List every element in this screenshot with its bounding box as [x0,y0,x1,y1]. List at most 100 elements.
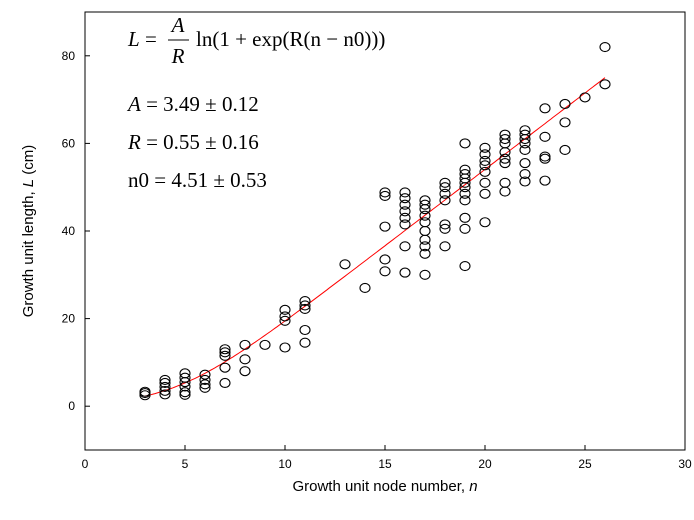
data-point-56 [419,217,431,228]
data-point-90 [499,153,511,164]
data-point-16 [199,374,211,385]
data-point-63 [439,219,451,230]
data-point-72 [459,188,471,199]
y-axis-title: Growth unit length, L (cm) [20,145,37,318]
data-point-71 [459,195,471,206]
data-point-32 [299,324,311,336]
data-point-89 [499,158,511,169]
data-point-64 [439,195,451,206]
x-tick-label-0: 0 [82,457,89,471]
param-n0: n0 = 4.51 ± 0.53 [128,168,267,192]
data-point-59 [419,199,431,210]
data-point-70 [459,212,471,223]
data-point-42 [379,187,391,198]
y-tick-label-4: 80 [62,49,76,63]
equation-lhs: L = [127,27,157,51]
data-point-111 [579,92,591,103]
data-point-88 [499,177,511,188]
data-point-47 [399,206,411,217]
data-point-113 [599,41,611,53]
y-tick-label-0: 0 [68,399,75,413]
data-point-98 [519,144,531,156]
data-point-82 [479,166,491,177]
data-point-38 [379,266,391,277]
param-r: R = 0.55 ± 0.16 [127,130,259,154]
data-point-52 [419,248,431,259]
data-point-3 [159,389,171,400]
data-point-69 [459,223,471,234]
data-point-33 [299,303,311,315]
data-point-44 [399,241,411,252]
equation-numerator: A [170,13,185,37]
data-point-41 [379,190,391,202]
x-tick-label-5: 25 [578,457,592,471]
equation-denominator: R [171,44,185,68]
data-point-23 [239,366,251,377]
data-point-77 [459,164,471,175]
data-point-68 [459,260,471,272]
data-point-22 [219,344,231,355]
data-point-17 [199,369,211,380]
data-point-28 [279,315,291,326]
data-point-94 [499,129,511,140]
data-point-24 [239,354,251,365]
data-point-105 [539,151,551,162]
data-point-25 [239,339,251,350]
data-point-86 [479,142,491,153]
data-point-37 [359,282,371,293]
data-point-40 [379,221,391,232]
data-point-85 [479,149,491,160]
data-point-13 [179,368,191,379]
data-point-53 [419,241,431,252]
data-point-76 [459,169,471,180]
data-point-36 [339,259,351,270]
data-point-60 [419,195,431,206]
data-point-39 [379,254,391,265]
data-point-50 [399,187,411,198]
data-point-103 [539,175,551,186]
data-point-66 [439,182,451,193]
data-point-20 [219,350,231,361]
data-point-29 [279,311,291,322]
data-point-80 [479,188,491,199]
x-tick-label-2: 10 [278,457,292,471]
data-point-112 [599,79,611,90]
x-tick-label-4: 20 [478,457,492,471]
data-point-109 [559,117,571,128]
data-point-45 [399,219,411,230]
data-point-6 [159,377,171,389]
data-point-54 [419,234,431,245]
data-point-18 [219,377,231,389]
x-tick-label-6: 30 [678,457,692,471]
data-point-101 [519,129,531,140]
data-point-110 [559,98,571,110]
param-a: A = 3.49 ± 0.12 [126,92,259,116]
data-point-65 [439,188,451,199]
data-point-55 [419,225,431,237]
data-point-95 [519,176,531,187]
data-point-96 [519,169,531,180]
axis-ticks: 0 5 10 15 20 25 30 0 20 40 60 80 [62,49,692,471]
data-point-62 [439,223,451,234]
data-point-4 [159,385,171,396]
data-point-46 [399,212,411,223]
x-tick-label-3: 15 [378,457,392,471]
data-point-81 [479,177,491,188]
y-tick-label-2: 40 [62,224,76,238]
data-point-107 [539,103,551,114]
data-point-27 [279,342,291,353]
data-points [139,41,611,401]
data-point-5 [159,381,171,392]
data-point-43 [399,267,411,278]
data-point-83 [479,160,491,171]
data-point-102 [519,125,531,136]
data-point-15 [199,379,211,390]
data-point-30 [279,304,291,315]
y-tick-label-1: 20 [62,312,76,326]
x-axis-title: Growth unit node number, n [292,478,477,495]
x-tick-label-1: 5 [182,457,189,471]
fit-curve [144,77,606,397]
data-point-67 [439,177,451,188]
data-point-51 [419,269,431,280]
